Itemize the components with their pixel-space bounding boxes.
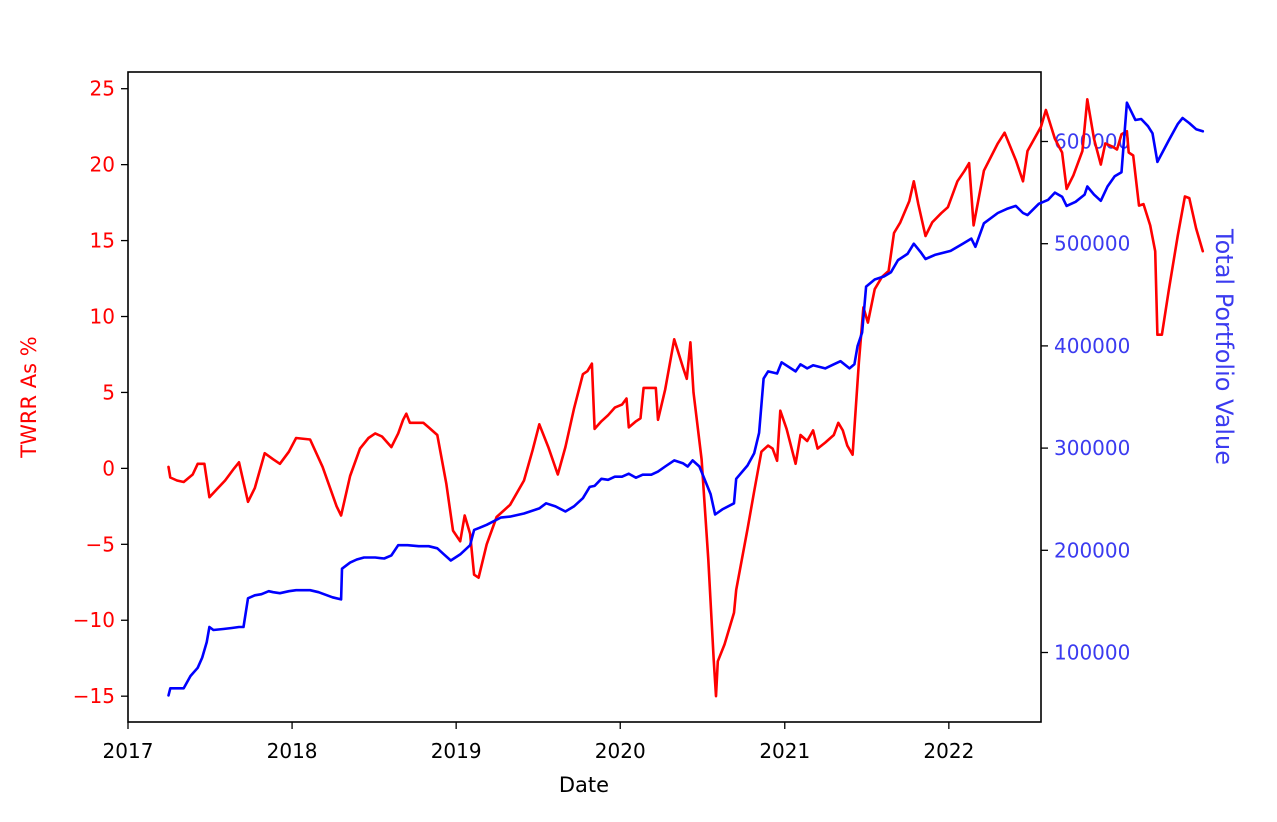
left-tick-label: 10 [90, 305, 115, 329]
x-tick-label: 2020 [595, 739, 646, 763]
left-tick-label: −15 [73, 684, 115, 708]
left-axis: −15 −10 −5 0 5 10 15 20 25 [73, 77, 128, 708]
right-tick-label: 500000 [1054, 232, 1130, 256]
x-tick-label: 2017 [103, 739, 154, 763]
x-tick-label: 2022 [923, 739, 974, 763]
left-tick-label: 0 [102, 456, 115, 480]
left-tick-label: 25 [90, 77, 115, 101]
right-tick-label: 100000 [1054, 641, 1130, 665]
series-line-portfolio-value [167, 101, 1205, 697]
series-line-twrr [167, 98, 1205, 698]
right-tick-label: 400000 [1054, 334, 1130, 358]
left-axis-label: TWRR As % [17, 336, 41, 458]
x-tick-label: 2018 [267, 739, 318, 763]
x-tick-label: 2021 [759, 739, 810, 763]
left-tick-label: −5 [86, 532, 115, 556]
plot-frame [127, 71, 1042, 723]
x-tick-label: 2019 [431, 739, 482, 763]
right-tick-label: 300000 [1054, 436, 1130, 460]
x-axis: 2017 2018 2019 2020 2021 2022 [103, 722, 974, 763]
right-tick-label: 200000 [1054, 538, 1130, 562]
x-axis-label: Date [559, 773, 609, 797]
left-tick-label: 15 [90, 229, 115, 253]
left-tick-label: 20 [90, 153, 115, 177]
left-tick-label: −10 [73, 608, 115, 632]
left-tick-label: 5 [102, 380, 115, 404]
series-layer [167, 98, 1205, 698]
right-axis-label: Total Portfolio Value [1210, 228, 1238, 465]
